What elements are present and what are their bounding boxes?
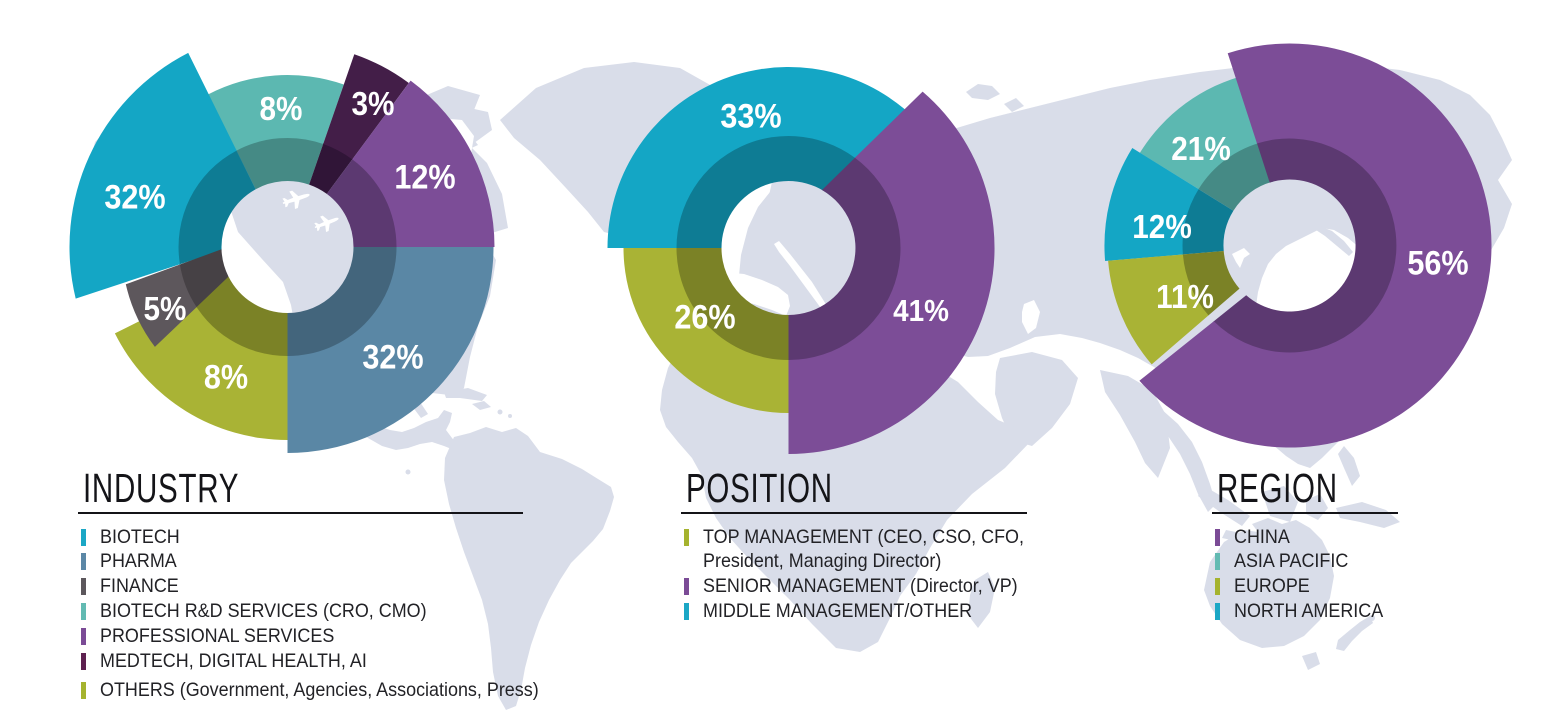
svg-text:12%: 12%	[1132, 209, 1192, 246]
svg-text:21%: 21%	[1171, 131, 1231, 168]
svg-text:41%: 41%	[893, 294, 949, 329]
svg-text:11%: 11%	[1156, 279, 1214, 316]
svg-text:56%: 56%	[1407, 244, 1468, 282]
svg-text:26%: 26%	[674, 298, 735, 336]
svg-text:32%: 32%	[362, 338, 423, 376]
svg-text:8%: 8%	[260, 91, 303, 128]
svg-text:12%: 12%	[394, 158, 455, 196]
svg-text:5%: 5%	[144, 291, 187, 328]
svg-text:8%: 8%	[204, 358, 248, 396]
svg-text:33%: 33%	[720, 97, 781, 135]
svg-text:32%: 32%	[104, 178, 165, 216]
svg-text:3%: 3%	[352, 86, 395, 123]
